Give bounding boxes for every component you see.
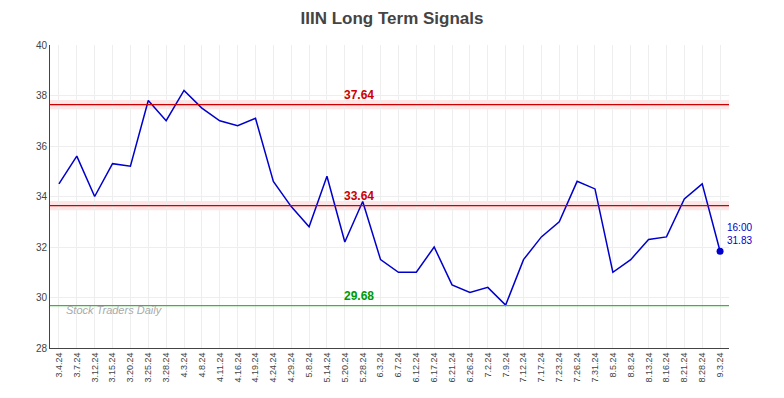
svg-text:4.19.24: 4.19.24 — [250, 353, 260, 383]
svg-text:6.17.24: 6.17.24 — [429, 353, 439, 383]
svg-text:8.5.24: 8.5.24 — [608, 353, 618, 378]
svg-text:7.17.24: 7.17.24 — [536, 353, 546, 383]
svg-text:8.8.24: 8.8.24 — [626, 353, 636, 378]
svg-text:8.28.24: 8.28.24 — [697, 353, 707, 383]
svg-text:8.13.24: 8.13.24 — [644, 353, 654, 383]
svg-text:4.3.24: 4.3.24 — [179, 353, 189, 378]
svg-text:6.7.24: 6.7.24 — [393, 353, 403, 378]
svg-text:4.29.24: 4.29.24 — [286, 353, 296, 383]
svg-text:8.16.24: 8.16.24 — [661, 353, 671, 383]
svg-text:6.21.24: 6.21.24 — [447, 353, 457, 383]
svg-text:38: 38 — [36, 90, 48, 101]
svg-text:5.20.24: 5.20.24 — [340, 353, 350, 383]
svg-text:9.3.24: 9.3.24 — [715, 353, 725, 378]
svg-text:34: 34 — [36, 191, 48, 202]
svg-text:6.3.24: 6.3.24 — [375, 353, 385, 378]
svg-text:7.2.24: 7.2.24 — [483, 353, 493, 378]
svg-text:29.68: 29.68 — [344, 289, 374, 303]
svg-text:3.7.24: 3.7.24 — [72, 353, 82, 378]
svg-text:5.8.24: 5.8.24 — [304, 353, 314, 378]
svg-text:8.21.24: 8.21.24 — [679, 353, 689, 383]
svg-text:IIIN Long Term Signals: IIIN Long Term Signals — [301, 9, 484, 28]
svg-text:36: 36 — [36, 141, 48, 152]
svg-text:7.12.24: 7.12.24 — [518, 353, 528, 383]
svg-text:5.28.24: 5.28.24 — [358, 353, 368, 383]
svg-text:6.26.24: 6.26.24 — [465, 353, 475, 383]
svg-text:37.64: 37.64 — [344, 88, 374, 102]
svg-text:3.15.24: 3.15.24 — [107, 353, 117, 383]
svg-text:6.12.24: 6.12.24 — [411, 353, 421, 383]
svg-text:4.8.24: 4.8.24 — [197, 353, 207, 378]
svg-text:5.14.24: 5.14.24 — [322, 353, 332, 383]
svg-text:28: 28 — [36, 343, 48, 354]
svg-text:30: 30 — [36, 292, 48, 303]
svg-text:3.28.24: 3.28.24 — [161, 353, 171, 383]
svg-text:3.12.24: 3.12.24 — [90, 353, 100, 383]
svg-text:7.31.24: 7.31.24 — [590, 353, 600, 383]
svg-text:7.9.24: 7.9.24 — [501, 353, 511, 378]
svg-text:33.64: 33.64 — [344, 189, 374, 203]
svg-text:4.24.24: 4.24.24 — [268, 353, 278, 383]
svg-text:7.23.24: 7.23.24 — [554, 353, 564, 383]
svg-text:3.4.24: 3.4.24 — [54, 353, 64, 378]
svg-text:40: 40 — [36, 40, 48, 51]
svg-text:3.20.24: 3.20.24 — [125, 353, 135, 383]
svg-text:32: 32 — [36, 242, 48, 253]
svg-text:3.25.24: 3.25.24 — [143, 353, 153, 383]
svg-text:Stock Traders Daily: Stock Traders Daily — [66, 304, 163, 316]
svg-text:4.11.24: 4.11.24 — [215, 353, 225, 382]
svg-text:16:0031.83: 16:0031.83 — [727, 222, 752, 246]
svg-text:7.26.24: 7.26.24 — [572, 353, 582, 383]
svg-text:4.16.24: 4.16.24 — [233, 353, 243, 383]
